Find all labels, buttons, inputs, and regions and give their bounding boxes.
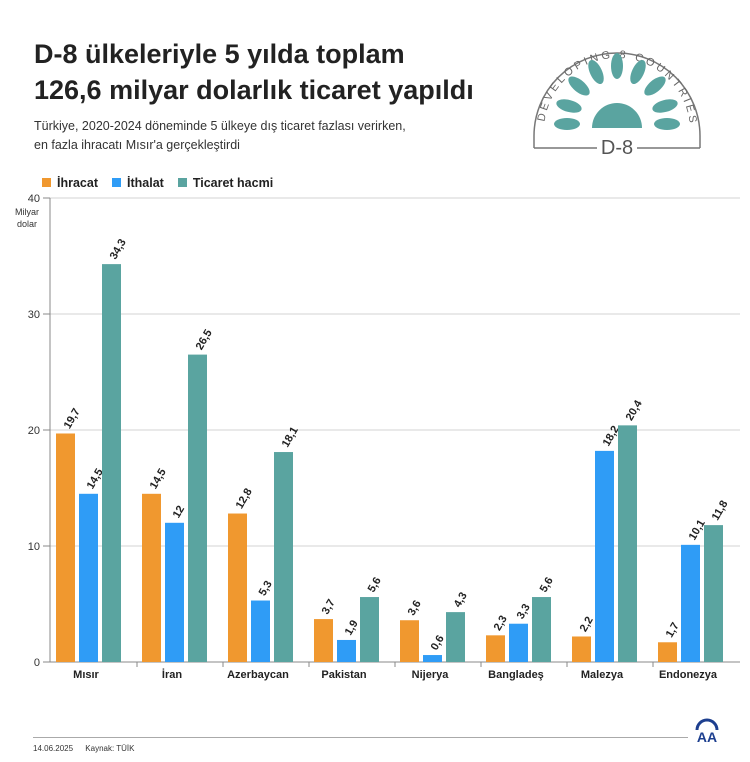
data-label: 5,6 bbox=[538, 575, 556, 594]
footer: 14.06.2025 Kaynak: TÜİK bbox=[33, 744, 145, 753]
bar-2 bbox=[446, 612, 465, 662]
data-label: 18,1 bbox=[280, 425, 301, 450]
bar-2 bbox=[274, 452, 293, 662]
bar-0 bbox=[658, 642, 677, 662]
data-label: 26,5 bbox=[194, 328, 215, 353]
bar-0 bbox=[486, 635, 505, 662]
y-tick-label: 10 bbox=[28, 541, 40, 553]
bar-2 bbox=[102, 264, 121, 662]
subtitle-line-2: en fazla ihracatı Mısır'a gerçekleştirdi bbox=[34, 138, 240, 152]
footer-date: 14.06.2025 bbox=[33, 744, 74, 753]
bar-0 bbox=[572, 636, 591, 662]
bar-1 bbox=[337, 639, 356, 662]
subtitle: Türkiye, 2020-2024 döneminde 5 ülkeye dı… bbox=[34, 117, 454, 155]
y-tick-label: 40 bbox=[28, 193, 40, 205]
data-label: 3,7 bbox=[320, 597, 338, 616]
legend-item-ticaret: Ticaret hacmi bbox=[177, 176, 274, 190]
bar-1 bbox=[423, 655, 442, 662]
data-label: 2,2 bbox=[578, 615, 596, 634]
aa-logo: AA bbox=[695, 718, 719, 743]
bar-0 bbox=[228, 513, 247, 662]
legend-item-ithalat: İthalat bbox=[112, 176, 164, 190]
bar-1 bbox=[165, 522, 184, 662]
legend: İhracat İthalat Ticaret hacmi bbox=[42, 176, 273, 190]
svg-text:D-8: D-8 bbox=[601, 137, 633, 159]
footer-divider bbox=[33, 737, 688, 738]
footer-source: Kaynak: TÜİK bbox=[85, 744, 135, 753]
data-label: 34,3 bbox=[108, 237, 129, 262]
data-label: 1,7 bbox=[664, 621, 682, 640]
x-tick-label: Malezya bbox=[581, 669, 624, 681]
legend-label: İhracat bbox=[57, 176, 98, 190]
data-label: 5,6 bbox=[366, 575, 384, 594]
data-label: 20,4 bbox=[624, 398, 646, 423]
bar-2 bbox=[704, 525, 723, 662]
bar-1 bbox=[251, 600, 270, 662]
data-label: 0,6 bbox=[429, 633, 447, 652]
x-tick-label: Endonezya bbox=[659, 669, 718, 681]
bar-1 bbox=[681, 544, 700, 662]
y-tick-label: 0 bbox=[34, 657, 40, 669]
bar-0 bbox=[400, 620, 419, 662]
subtitle-line-1: Türkiye, 2020-2024 döneminde 5 ülkeye dı… bbox=[34, 119, 406, 133]
legend-item-ihracat: İhracat bbox=[42, 176, 98, 190]
bar-0 bbox=[56, 433, 75, 662]
bar-1 bbox=[79, 493, 98, 662]
x-tick-label: Azerbaycan bbox=[227, 669, 289, 681]
bar-1 bbox=[595, 450, 614, 662]
data-label: 14,5 bbox=[148, 467, 169, 492]
data-label: 12 bbox=[171, 504, 188, 521]
bar-0 bbox=[142, 493, 161, 662]
bar-2 bbox=[532, 597, 551, 662]
data-label: 2,3 bbox=[492, 614, 510, 633]
y-tick-label: 30 bbox=[28, 309, 40, 321]
legend-swatch bbox=[42, 178, 51, 187]
bar-2 bbox=[618, 425, 637, 662]
x-tick-label: Bangladeş bbox=[488, 669, 544, 681]
data-label: 11,8 bbox=[710, 499, 731, 523]
data-label: 5,3 bbox=[257, 579, 275, 598]
bar-0 bbox=[314, 619, 333, 662]
bar-2 bbox=[360, 597, 379, 662]
title-line-1: D-8 ülkeleriyle 5 yılda toplam bbox=[34, 39, 405, 69]
y-tick-label: 20 bbox=[28, 425, 40, 437]
svg-text:AA: AA bbox=[697, 729, 717, 743]
legend-label: Ticaret hacmi bbox=[192, 176, 274, 190]
x-tick-label: Mısır bbox=[73, 669, 99, 681]
y-axis-label: dolar bbox=[17, 219, 37, 229]
y-axis-label: Milyar bbox=[15, 207, 39, 217]
x-tick-label: Pakistan bbox=[321, 669, 367, 681]
data-label: 1,9 bbox=[343, 618, 361, 637]
legend-label: İthalat bbox=[127, 176, 164, 190]
x-tick-label: Nijerya bbox=[412, 669, 450, 681]
title-line-2: 126,6 milyar dolarlık ticaret yapıldı bbox=[34, 75, 474, 105]
bar-1 bbox=[509, 623, 528, 662]
bar-2 bbox=[188, 354, 207, 662]
data-label: 12,8 bbox=[234, 486, 255, 511]
bar-chart: 010203040Milyardolar19,714,534,3Mısır14,… bbox=[15, 193, 740, 681]
data-label: 19,7 bbox=[62, 406, 83, 431]
x-tick-label: İran bbox=[162, 668, 182, 681]
legend-swatch bbox=[177, 178, 187, 187]
data-label: 4,3 bbox=[452, 590, 470, 609]
page-title: D-8 ülkeleriyle 5 yılda toplam 126,6 mil… bbox=[34, 36, 534, 108]
data-label: 3,3 bbox=[515, 602, 533, 621]
d8-logo: DEVELOPING 8 COUNTRIES D-8 bbox=[533, 49, 701, 159]
legend-swatch bbox=[112, 178, 121, 187]
data-label: 3,6 bbox=[406, 598, 424, 617]
